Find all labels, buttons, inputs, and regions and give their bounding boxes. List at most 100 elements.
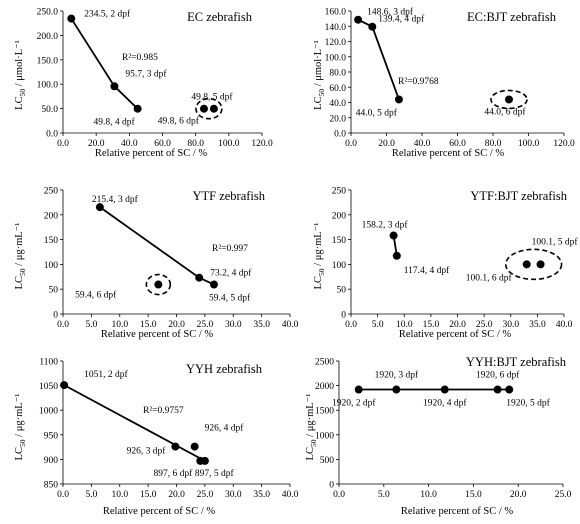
data-label: 897, 5 dpf xyxy=(195,468,235,479)
data-label: 59.4, 5 dpf xyxy=(209,293,251,304)
x-tick-label: 10.0 xyxy=(111,320,128,330)
panel-ytfbjt-xlabel: Relative percent of SC / % xyxy=(399,329,512,340)
x-tick-label: 30.0 xyxy=(502,320,519,330)
x-tick-label: 5.0 xyxy=(372,320,384,330)
y-tick-label: 80.0 xyxy=(329,69,346,79)
data-point xyxy=(95,203,104,212)
x-tick-label: 20.0 xyxy=(378,139,395,149)
x-tick-label: 25.0 xyxy=(476,320,493,330)
x-tick-label: 0.0 xyxy=(333,490,345,500)
panel-ec-plot: 0.0 20.0 40.0 60.0 80.0 100.0 120.0 0.0 50.0 100.… xyxy=(37,8,273,150)
x-tick-label: 30.0 xyxy=(225,320,242,330)
x-tick-label: 5.0 xyxy=(85,490,97,500)
x-tick-label: 20.0 xyxy=(510,490,527,500)
data-point xyxy=(504,95,513,104)
data-point xyxy=(493,385,502,394)
data-point xyxy=(392,251,401,260)
y-tick-label: 2500 xyxy=(315,358,334,368)
x-tick-label: 40.0 xyxy=(556,320,573,330)
x-tick-label: 10.0 xyxy=(420,490,437,500)
panel-ytfbjt-plot: 0.0 5.0 10.0 15.0 20.0 25.0 30.0 35.0 40.0 0 50 100… xyxy=(332,187,579,331)
y-tick-label: 1050 xyxy=(39,382,58,392)
y-tick-label: 0 xyxy=(53,311,58,321)
data-label: 148.6, 3 dpf xyxy=(367,7,414,18)
y-tick-label: 50 xyxy=(49,286,59,296)
x-tick-label: 120.0 xyxy=(553,139,575,149)
y-tick-label: 0 xyxy=(341,311,346,321)
y-tick-label: 0.0 xyxy=(334,130,346,140)
x-tick-label: 20.0 xyxy=(168,320,185,330)
x-tick-label: 60.0 xyxy=(154,139,171,149)
data-point xyxy=(522,260,531,269)
data-label: 926, 4 dpf xyxy=(205,423,245,434)
x-tick-label: 40.0 xyxy=(414,139,431,149)
data-label: 158.2, 3 dpf xyxy=(362,220,409,231)
data-point xyxy=(195,273,204,282)
data-point xyxy=(110,82,119,91)
group-ellipse xyxy=(195,97,223,120)
data-point xyxy=(389,231,398,240)
y-tick-label: 1100 xyxy=(39,358,58,368)
panel-yyhbjt-xlabel: Relative percent of SC / % xyxy=(401,506,514,517)
y-tick-label: 1000 xyxy=(39,407,58,417)
x-tick-label: 80.0 xyxy=(485,139,502,149)
data-point xyxy=(392,385,401,394)
panel-yyh-zebrafish: 0.0 5.0 10.0 15.0 20.0 25.0 30.0 35.0 40.0 850 900… xyxy=(14,358,299,518)
y-tick-label: 200 xyxy=(332,211,347,221)
x-tick-label: 30.0 xyxy=(225,490,242,500)
data-label: 49.8, 5 dpf xyxy=(191,92,233,103)
panel-ecbjt-r2: R²=0.9768 xyxy=(398,77,439,87)
data-point xyxy=(354,385,363,394)
panel-ecbjt-xlabel: Relative percent of SC / % xyxy=(392,148,505,159)
x-tick-label: 0.0 xyxy=(345,320,357,330)
x-tick-label: 100.0 xyxy=(518,139,540,149)
trendline xyxy=(357,18,400,100)
x-tick-label: 35.0 xyxy=(253,490,270,500)
x-tick-label: 25.0 xyxy=(197,490,214,500)
data-point xyxy=(67,14,76,23)
y-tick-label: 160.0 xyxy=(325,8,347,18)
panel-ecbjt-ylabel: LC50 / μmol·L⁻¹ xyxy=(313,40,326,110)
x-tick-label: 35.0 xyxy=(253,320,270,330)
y-tick-label: 60.0 xyxy=(329,84,346,94)
y-tick-label: 120.0 xyxy=(325,38,347,48)
x-tick-label: 80.0 xyxy=(187,139,204,149)
data-label: 1920, 6 dpf xyxy=(476,370,520,381)
trendline xyxy=(70,18,139,110)
x-tick-label: 20.0 xyxy=(168,490,185,500)
y-tick-label: 500 xyxy=(320,456,335,466)
data-label: 59.4, 6 dpf xyxy=(75,290,117,301)
panel-ytf-zebrafish: 0.0 5.0 10.0 15.0 20.0 25.0 30.0 35.0 40.0 0 50 100… xyxy=(14,187,299,341)
data-point xyxy=(394,95,403,104)
y-tick-label: 50 xyxy=(337,286,347,296)
y-tick-label: 100 xyxy=(332,261,347,271)
x-tick-label: 25.0 xyxy=(197,320,214,330)
panel-yyh-xlabel: Relative percent of SC / % xyxy=(103,506,216,517)
data-point xyxy=(505,385,514,394)
y-tick-label: 0 xyxy=(329,481,334,491)
x-tick-label: 60.0 xyxy=(449,139,466,149)
x-tick-label: 120.0 xyxy=(251,139,273,149)
x-tick-label: 0.0 xyxy=(57,320,69,330)
x-tick-label: 10.0 xyxy=(396,320,413,330)
x-tick-label: 0.0 xyxy=(345,139,357,149)
y-tick-label: 200 xyxy=(44,211,59,221)
x-tick-label: 5.0 xyxy=(378,490,390,500)
x-tick-label: 15.0 xyxy=(140,320,157,330)
x-tick-label: 40.0 xyxy=(121,139,138,149)
y-tick-label: 0.0 xyxy=(46,130,58,140)
trendline xyxy=(99,206,215,286)
data-label: 100.1, 6 dpf xyxy=(466,272,513,283)
data-label: 1051, 2 dpf xyxy=(84,369,128,380)
data-label: 100.1, 5 dpf xyxy=(532,236,579,247)
y-tick-label: 150 xyxy=(44,236,59,246)
data-label: 139.4, 4 dpf xyxy=(378,14,425,25)
data-point xyxy=(196,456,205,465)
data-label: 1920, 5 dpf xyxy=(506,398,550,409)
panel-ytf-bjt-zebrafish: 0.0 5.0 10.0 15.0 20.0 25.0 30.0 35.0 40.0 0 50 100… xyxy=(313,187,578,341)
panel-ecbjt-plot: 0.0 20.0 40.0 60.0 80.0 100.0 120.0 0.0 20.0 40.0… xyxy=(325,7,575,149)
x-tick-label: 10.0 xyxy=(111,490,128,500)
data-point xyxy=(171,442,180,451)
y-tick-label: 100.0 xyxy=(325,53,347,63)
